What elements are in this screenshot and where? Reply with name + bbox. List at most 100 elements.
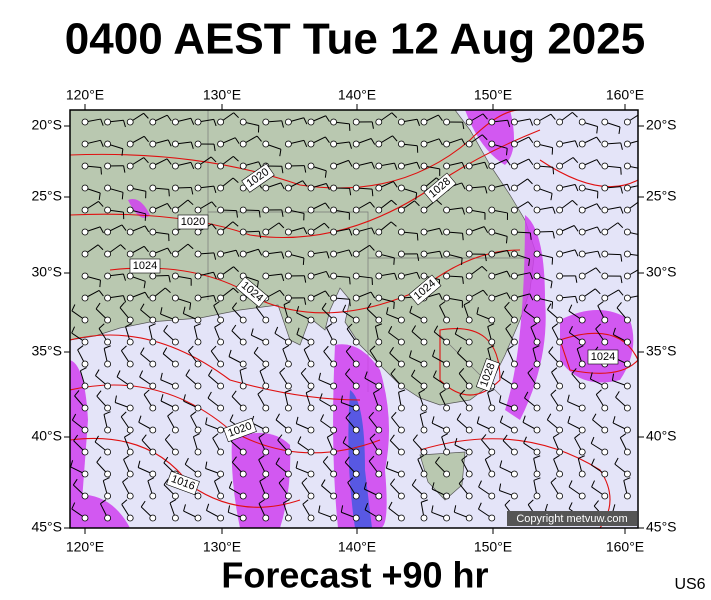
station	[284, 360, 292, 368]
wind-barb-feather	[138, 415, 142, 423]
station	[375, 272, 383, 280]
wind-barb-feather	[596, 136, 602, 144]
station	[601, 382, 609, 390]
station	[81, 294, 89, 302]
stations	[70, 111, 638, 522]
station	[104, 426, 111, 434]
station	[307, 140, 315, 148]
station	[578, 382, 586, 390]
wind-barb-feather	[277, 434, 283, 441]
wind-barb-feather	[390, 478, 396, 485]
wind-barb-feather	[164, 287, 171, 294]
station	[443, 294, 451, 302]
wind-barb-feather	[169, 499, 177, 504]
station	[217, 404, 225, 412]
wind-barb-feather	[348, 249, 353, 257]
station	[262, 316, 270, 324]
station	[624, 294, 631, 302]
wind-barb-feather	[528, 158, 534, 166]
wind-barb-feather	[71, 326, 76, 334]
wind-barb-feather	[546, 413, 552, 421]
wind-barb-feather	[620, 433, 627, 439]
station	[330, 360, 338, 368]
station	[104, 250, 111, 258]
station	[217, 118, 225, 126]
wind-barb-feather	[435, 456, 440, 463]
station	[375, 360, 383, 368]
wind-barb-feather	[506, 250, 511, 258]
station	[443, 492, 451, 500]
isobar-label-box	[241, 163, 275, 193]
wind-barb-feather	[344, 456, 350, 463]
station	[307, 470, 315, 478]
station	[578, 118, 586, 126]
station	[601, 206, 609, 214]
station	[556, 382, 563, 390]
station	[149, 404, 157, 412]
wind-barb-feather	[481, 266, 488, 272]
wind-barb-feather	[235, 250, 240, 257]
wind-barb-feather	[550, 193, 553, 201]
station	[578, 316, 586, 324]
station	[443, 250, 451, 258]
wind-barb-feather	[283, 499, 290, 504]
station	[262, 492, 270, 500]
wind-barb-feather	[140, 347, 145, 354]
station	[352, 382, 360, 390]
wind-barb-feather	[568, 304, 573, 312]
wind-barb-feather	[207, 391, 212, 399]
station	[420, 250, 428, 258]
station	[330, 250, 338, 258]
wind-barb-feather	[416, 162, 421, 169]
wind-barb-feather	[97, 244, 104, 251]
station	[533, 448, 541, 456]
wind-barb-feather	[390, 368, 396, 375]
wind-barb-feather	[506, 184, 511, 191]
station	[126, 294, 134, 302]
station	[488, 470, 496, 478]
station	[601, 492, 609, 500]
station	[262, 118, 270, 126]
latitude-label: 25°S	[31, 188, 62, 204]
station	[397, 140, 405, 148]
wind-barb-feather	[453, 505, 457, 513]
wind-barb-feather	[213, 252, 217, 260]
wind-barb-feather	[305, 389, 313, 394]
wind-barb-feather	[363, 482, 367, 490]
station	[420, 470, 428, 478]
station	[104, 404, 111, 412]
wind-barb-feather	[190, 187, 194, 195]
wind-barb-feather	[296, 306, 300, 314]
station	[330, 184, 338, 192]
wind-barb-feather	[296, 327, 300, 335]
station	[262, 360, 270, 368]
station	[397, 316, 405, 324]
wind-barb-feather	[459, 389, 466, 396]
station	[601, 250, 609, 258]
wind-barb-feather	[348, 228, 353, 236]
wind-barb-feather	[572, 157, 579, 164]
wind-barb-feather	[368, 411, 375, 418]
wind-barb-feather	[318, 372, 321, 380]
station	[194, 404, 202, 412]
station	[397, 514, 405, 522]
longitude-label: 150°E	[474, 539, 512, 555]
station	[465, 426, 473, 434]
wind-barb-feather	[163, 324, 168, 332]
station	[171, 514, 179, 522]
station	[171, 338, 179, 346]
isobar	[439, 328, 501, 396]
station	[217, 448, 225, 456]
wind-barb-feather	[122, 295, 127, 303]
wind-barb-feather	[214, 477, 221, 482]
station	[624, 338, 631, 346]
wind-barb-feather	[148, 323, 156, 327]
wind-barb-feather	[231, 390, 237, 397]
wind-barb-feather	[547, 303, 552, 310]
wind-barb-feather	[458, 477, 465, 484]
wind-barb-feather	[167, 247, 172, 255]
wind-barb-feather	[439, 301, 446, 307]
station	[556, 162, 563, 170]
station	[81, 448, 89, 456]
wind-barb-feather	[623, 477, 631, 481]
